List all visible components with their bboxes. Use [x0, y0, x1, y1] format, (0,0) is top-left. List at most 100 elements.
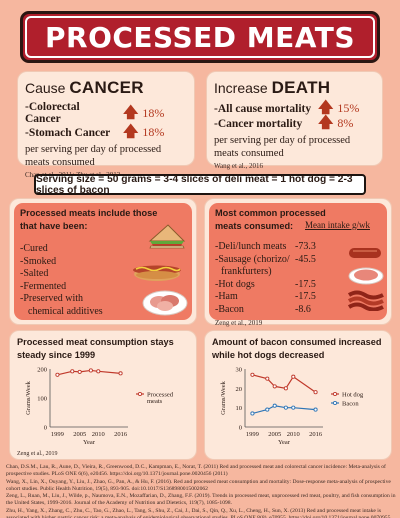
list-item: chemical additives [28, 305, 103, 317]
chart2-svg: 0 10 20 30 1999 2005 2010 2016 Year Grams/Week Hot… [220, 367, 364, 447]
list-item: -Bacon -8.6 [215, 303, 311, 315]
chart1-card: Processed meat consumption stays steady … [10, 331, 196, 459]
list-item: -Ham -17.5 [215, 291, 316, 302]
list-item: -Deli/lunch meats -73.3 [215, 241, 316, 252]
data-point [283, 386, 288, 391]
death-citation: Wang et al., 2016 [214, 162, 264, 170]
arrow-up-icon: 🡅 [123, 124, 139, 140]
legend-label: Hot dog [342, 391, 364, 398]
x-tick-label: 2016 [114, 431, 128, 438]
reference-item: Zhu, H., Yang, X., Zhang, C., Zhu, C., T… [6, 507, 390, 518]
data-point [272, 403, 277, 408]
data-point [291, 374, 296, 379]
data-point [250, 411, 255, 416]
data-point [313, 407, 318, 412]
data-point [88, 368, 93, 373]
arrow-up-icon: 🡅 [318, 100, 334, 116]
bacon-icon [347, 290, 384, 311]
includes-title: Processed meats include those that have … [20, 208, 158, 231]
common-title: Most common processed meats consumed: [215, 208, 326, 231]
data-point [283, 405, 288, 410]
cancer-card: Cause CANCER -Colorectal Cancer 🡅 18% -S… [18, 72, 194, 179]
list-item: -Cured [20, 243, 48, 254]
stat-row: -Cancer mortality 🡅 8% [214, 115, 354, 131]
includes-list: -Cured -Smoked -Salted -Fermented -Prese… [20, 243, 186, 318]
y-tick-label: 0 [239, 425, 242, 432]
reference-item: Chan, D.S.M., Lau, R., Aune, D., Vieira,… [6, 464, 386, 478]
stat-row: -Colorectal Cancer 🡅 18% [25, 101, 165, 125]
includes-card: Processed meats include those that have … [10, 199, 196, 324]
data-point [96, 369, 101, 374]
chart1-svg: 0 100 200 1999 2005 2010 2016 Year Grams/Week Pro… [17, 367, 174, 458]
y-tick-label: 10 [236, 405, 243, 412]
x-axis-label: Year [83, 439, 96, 446]
chart2-card: Amount of bacon consumed increased while… [205, 331, 391, 459]
x-tick-label: 2016 [309, 431, 323, 438]
data-point [313, 390, 318, 395]
series-line [252, 405, 316, 415]
legend-marker [332, 391, 338, 397]
legend-label: meats [147, 398, 163, 405]
series-line [252, 374, 316, 393]
x-tick-label: 2005 [73, 431, 86, 438]
y-tick-label: 30 [236, 367, 243, 374]
data-point [265, 407, 270, 412]
death-card: Increase DEATH -All cause mortality 🡅 15… [207, 72, 382, 170]
stat-row: -Stomach Cancer 🡅 18% [25, 124, 165, 140]
ham-icon [348, 267, 384, 285]
reference-item: Zeng, L., Ruan, M., Liu, J., Wilde, p., … [6, 493, 396, 507]
legend-label: Processed [147, 391, 174, 398]
common-panel: Most common processed meats consumed: Me… [209, 203, 387, 327]
x-tick-label: 2010 [92, 431, 105, 438]
page-title: PROCESSED MEATS [25, 16, 375, 58]
data-point [70, 369, 75, 374]
stat-row: -All cause mortality 🡅 15% [214, 100, 360, 116]
common-list: -Deli/lunch meats -73.3 -Sausage (chorizo… [215, 241, 381, 316]
hotdog-icon [133, 265, 181, 281]
y-tick-label: 20 [236, 386, 243, 393]
death-heading-emph: DEATH [271, 78, 331, 97]
cancer-note: per serving per day of processed meats c… [25, 144, 162, 168]
data-point [250, 372, 255, 377]
y-axis-label: Grams/Week [25, 380, 32, 415]
list-item: -Hot dogs -17.5 [215, 278, 316, 290]
intake-header: Mean intake g/wk [305, 220, 370, 230]
data-point [77, 369, 82, 374]
title-banner: PROCESSED MEATS [20, 11, 380, 63]
reference-item: Wang, X., Lin, X., Ouyang, Y., Liu, J., … [6, 478, 391, 492]
data-point [118, 371, 123, 376]
x-tick-label: 2010 [287, 431, 300, 438]
legend-marker [137, 391, 143, 397]
death-heading: Increase DEATH [214, 78, 331, 97]
chart1-title: Processed meat consumption stays steady … [17, 337, 174, 360]
data-point [265, 376, 270, 381]
list-item: frankfurters) [221, 266, 272, 277]
list-item: -Smoked [20, 255, 57, 267]
references: Chan, D.S.M., Lau, R., Aune, D., Vieira,… [6, 464, 396, 518]
list-item: -Fermented [20, 280, 67, 292]
arrow-up-icon: 🡅 [123, 104, 139, 121]
arrow-up-icon: 🡅 [318, 115, 334, 131]
legend-label: Bacon [342, 400, 359, 407]
cancer-heading: Cause CANCER [25, 78, 144, 97]
x-axis-label: Year [278, 439, 291, 446]
y-tick-label: 100 [37, 396, 47, 403]
sausage-icon [349, 248, 381, 258]
list-item: -Preserved with [20, 293, 84, 304]
data-point [55, 372, 60, 377]
legend-marker [332, 400, 338, 406]
common-citation: Zeng et al., 2019 [215, 319, 263, 327]
deli-plate-icon [142, 290, 188, 316]
includes-panel: Processed meats include those that have … [14, 203, 192, 320]
common-card: Most common processed meats consumed: Me… [205, 199, 391, 327]
y-tick-label: 0 [44, 425, 47, 432]
chart2-title: Amount of bacon consumed increased while… [212, 337, 382, 360]
list-item: -Salted [20, 268, 49, 279]
y-axis-label: Grams/Week [220, 380, 227, 415]
list-item: -Sausage (chorizo/-45.5 [215, 253, 316, 265]
x-tick-label: 1999 [51, 431, 64, 438]
sandwich-icon [148, 224, 186, 249]
series-line [57, 369, 121, 376]
death-note: per serving per day of processed meats c… [214, 135, 351, 159]
data-point [291, 405, 296, 410]
